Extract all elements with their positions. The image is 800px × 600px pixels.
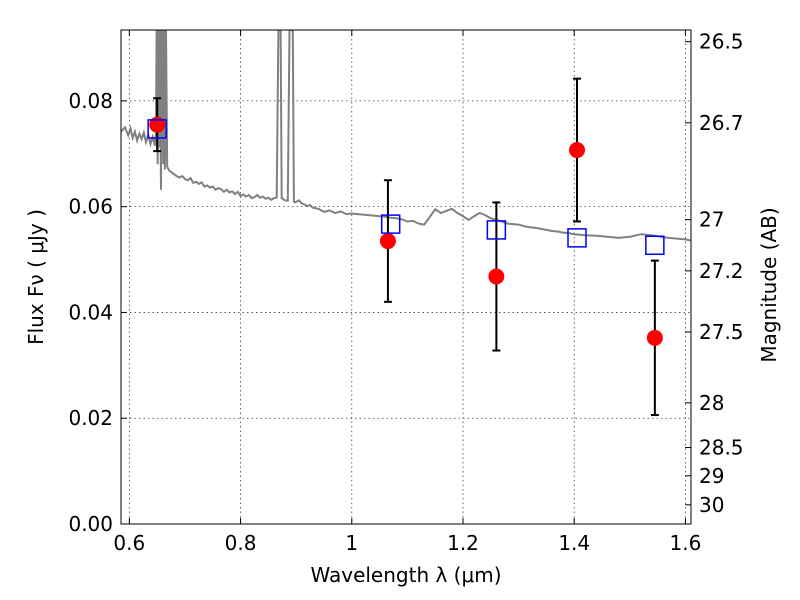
magnitude-tick-label: 27 [699, 208, 724, 232]
y-axis-ticks: 0.00 0.02 0.04 0.06 0.08 [68, 89, 127, 536]
observed-point [488, 268, 505, 285]
magnitude-tick-label: 26.7 [699, 111, 744, 135]
grid [121, 30, 691, 525]
x-tick-label: 1.4 [558, 531, 590, 555]
x-tick-label: 0.6 [113, 531, 145, 555]
model-photometry-point [567, 228, 587, 248]
magnitude-tick-label: 26.5 [699, 30, 744, 54]
magnitude-tick-label: 28.5 [699, 436, 744, 460]
model-photometry-point [380, 214, 401, 234]
plot-frame [120, 29, 692, 525]
magnitude-tick-label: 29 [699, 464, 724, 488]
magnitude-tick-label: 30 [699, 493, 724, 517]
y-tick-label: 0.08 [68, 89, 113, 113]
observed-point [379, 233, 396, 250]
model-spectrum-line [121, 30, 691, 242]
observed-point [569, 142, 585, 159]
x-tick-label: 1.2 [447, 531, 479, 555]
model-photometry-point [486, 220, 507, 240]
observed-point [149, 116, 166, 133]
y-axis-label: Flux Fν ( μJy ) [24, 209, 48, 345]
model-photometry-point [147, 119, 167, 139]
x-tick-label: 1 [345, 531, 358, 555]
model-photometry-point [645, 235, 665, 256]
magnitude-axis-ticks: 26.5 26.7 27 27.2 27.5 28 28.5 29 30 [685, 30, 744, 517]
model-photometry-points [147, 119, 665, 256]
x-axis-label: Wavelength λ (μm) [310, 563, 501, 587]
magnitude-tick-label: 27.5 [699, 320, 744, 344]
magnitude-tick-label: 28 [699, 391, 724, 415]
observed-points [149, 116, 663, 346]
y-tick-label: 0.06 [68, 195, 113, 219]
y-tick-label: 0.04 [68, 300, 113, 324]
x-tick-label: 1.6 [670, 531, 702, 555]
x-tick-label: 0.8 [225, 531, 257, 555]
magnitude-axis-label: Magnitude (AB) [757, 207, 781, 362]
y-tick-label: 0.02 [68, 406, 113, 430]
y-tick-label: 0.00 [68, 512, 113, 536]
observed-point [646, 329, 663, 346]
magnitude-tick-label: 27.2 [699, 259, 744, 283]
x-axis-ticks: 0.6 0.8 1 1.2 1.4 1.6 [113, 30, 701, 555]
